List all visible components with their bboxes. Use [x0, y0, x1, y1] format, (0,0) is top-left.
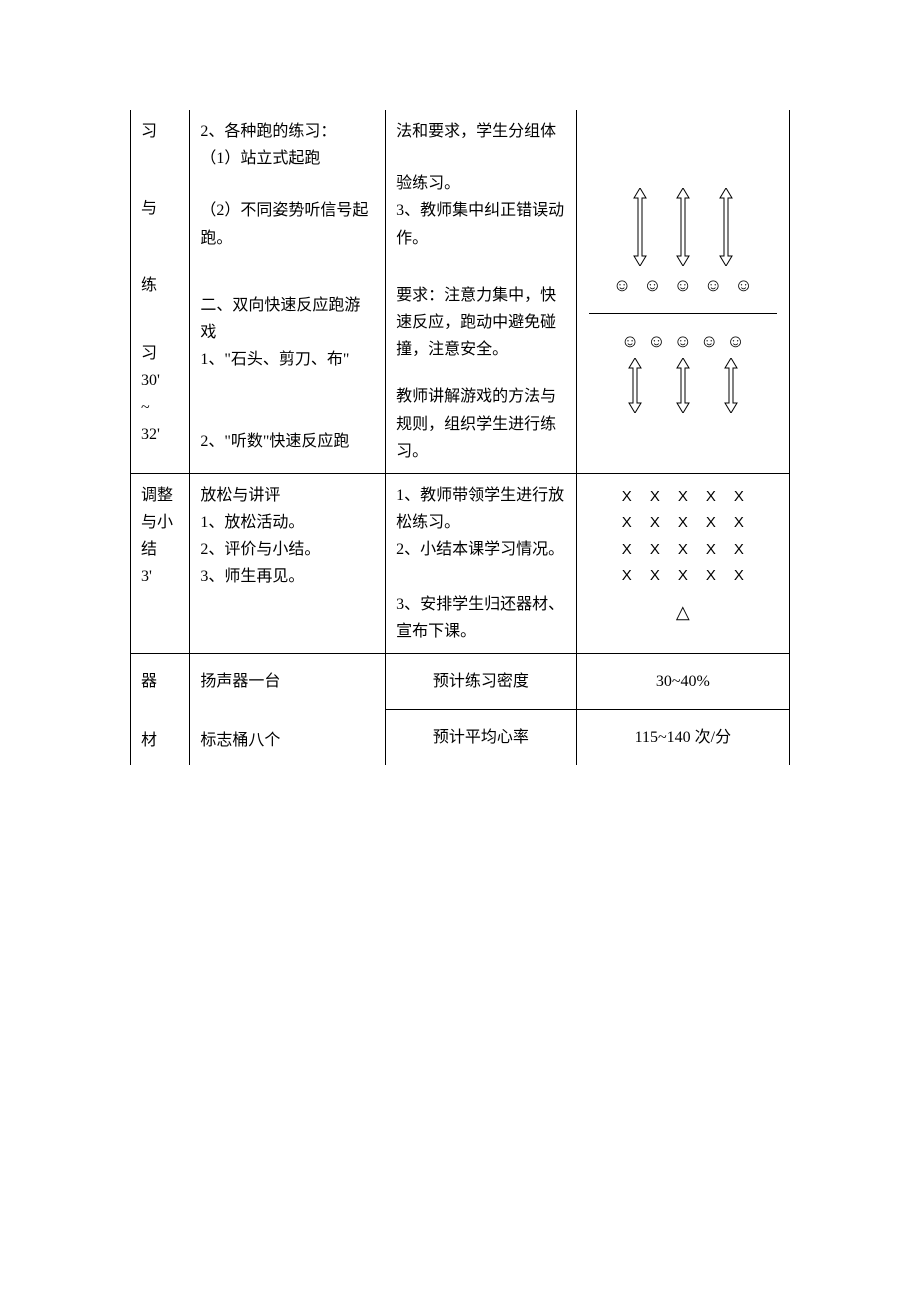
face-icon: ☺ — [726, 326, 744, 357]
updown-arrow-icon — [674, 358, 692, 413]
heartrate-value-cell: 115~140 次/分 — [576, 710, 789, 766]
summary-row: 调整 与小 结 3' 放松与讲评 1、放松活动。 2、评价与小结。 3、师生再见… — [131, 473, 790, 653]
content-text-2: （2）不同姿势听信号起跑。 — [200, 197, 375, 251]
updown-arrow-icon — [722, 358, 740, 413]
equip-label-2: 材 — [141, 727, 179, 754]
method-text-4: 教师讲解游戏的方法与规则，组织学生进行练习。 — [396, 383, 566, 465]
x-row: XXXXX — [587, 510, 779, 536]
method-cell-practice: 法和要求，学生分组体 验练习。 3、教师集中纠正错误动作。 要求：注意力集中，快… — [386, 110, 577, 473]
content-summary-text: 放松与讲评 1、放松活动。 2、评价与小结。 3、师生再见。 — [200, 482, 375, 591]
practice-row: 习 与 练 习 30' ~ 32' 2、各种跑的练习： （1）站立式起跑 （2）… — [131, 110, 790, 473]
phase-cell-summary: 调整 与小 结 3' — [131, 473, 190, 653]
lesson-plan-table: 习 与 练 习 30' ~ 32' 2、各种跑的练习： （1）站立式起跑 （2）… — [130, 110, 790, 765]
face-icon: ☺ — [643, 270, 661, 301]
method-text-2: 验练习。 3、教师集中纠正错误动作。 — [396, 170, 566, 252]
content-text-3: 二、双向快速反应跑游戏 1、"石头、剪刀、布" — [200, 292, 375, 374]
face-icon: ☺ — [734, 270, 752, 301]
x-row: XXXXX — [587, 563, 779, 589]
density-row: 器 材 扬声器一台 标志桶八个 预计练习密度 30~40% — [131, 654, 790, 710]
face-icon: ☺ — [700, 326, 718, 357]
density-label-cell: 预计练习密度 — [386, 654, 577, 710]
method-summary-text: 1、教师带领学生进行放松练习。 2、小结本课学习情况。 3、安排学生归还器材、宣… — [396, 482, 566, 645]
face-icon: ☺ — [647, 326, 665, 357]
content-cell-practice: 2、各种跑的练习： （1）站立式起跑 （2）不同姿势听信号起跑。 二、双向快速反… — [190, 110, 386, 473]
face-icon: ☺ — [704, 270, 722, 301]
arrow-row-up — [587, 188, 779, 266]
face-icon: ☺ — [674, 270, 692, 301]
x-row: XXXXX — [587, 537, 779, 563]
divider-line — [589, 313, 777, 314]
heartrate-label: 预计平均心率 — [433, 729, 529, 746]
phase-text-3: 练 — [141, 272, 179, 299]
density-label: 预计练习密度 — [433, 673, 529, 690]
face-row-2: ☺ ☺ ☺ ☺ ☺ — [587, 326, 779, 357]
equip-label-1: 器 — [141, 668, 179, 695]
method-text-3: 要求：注意力集中，快速反应，跑动中避免碰撞，注意安全。 — [396, 282, 566, 364]
phase-text-4: 习 30' ~ 32' — [141, 340, 179, 449]
phase-cell-equipment: 器 材 — [131, 654, 190, 766]
content-cell-summary: 放松与讲评 1、放松活动。 2、评价与小结。 3、师生再见。 — [190, 473, 386, 653]
x-row: XXXXX — [587, 484, 779, 510]
heartrate-label-cell: 预计平均心率 — [386, 710, 577, 766]
density-value-cell: 30~40% — [576, 654, 789, 710]
phase-cell-practice: 习 与 练 习 30' ~ 32' — [131, 110, 190, 473]
updown-arrow-icon — [674, 188, 692, 266]
content-text-4: 2、"听数"快速反应跑 — [200, 428, 375, 455]
diagram-lower: ☺ ☺ ☺ ☺ ☺ — [587, 326, 779, 414]
phase-text-2: 与 — [141, 195, 179, 222]
phase-text-1: 习 — [141, 118, 179, 145]
updown-arrow-icon — [631, 188, 649, 266]
diagram-cell-summary: XXXXX XXXXX XXXXX XXXXX △ — [576, 473, 789, 653]
face-icon: ☺ — [621, 326, 639, 357]
diagram-upper: ☺ ☺ ☺ ☺ ☺ — [587, 188, 779, 301]
diagram-cell-practice: ☺ ☺ ☺ ☺ ☺ ☺ ☺ ☺ ☺ ☺ — [576, 110, 789, 473]
face-icon: ☺ — [613, 270, 631, 301]
phase-summary-text: 调整 与小 结 3' — [141, 482, 179, 591]
method-cell-summary: 1、教师带领学生进行放松练习。 2、小结本课学习情况。 3、安排学生归还器材、宣… — [386, 473, 577, 653]
equip-item-2: 标志桶八个 — [200, 727, 375, 754]
updown-arrow-icon — [717, 188, 735, 266]
face-row-1: ☺ ☺ ☺ ☺ ☺ — [587, 270, 779, 301]
face-icon: ☺ — [674, 326, 692, 357]
arrow-row-down — [587, 358, 779, 413]
x-formation: XXXXX XXXXX XXXXX XXXXX △ — [587, 484, 779, 628]
content-cell-equipment: 扬声器一台 标志桶八个 — [190, 654, 386, 766]
density-value: 30~40% — [656, 673, 710, 690]
method-text-1: 法和要求，学生分组体 — [396, 118, 566, 145]
heartrate-value: 115~140 次/分 — [635, 729, 732, 746]
updown-arrow-icon — [626, 358, 644, 413]
equip-item-1: 扬声器一台 — [200, 668, 375, 695]
content-text-1: 2、各种跑的练习： （1）站立式起跑 — [200, 118, 375, 172]
triangle-marker: △ — [587, 597, 779, 628]
